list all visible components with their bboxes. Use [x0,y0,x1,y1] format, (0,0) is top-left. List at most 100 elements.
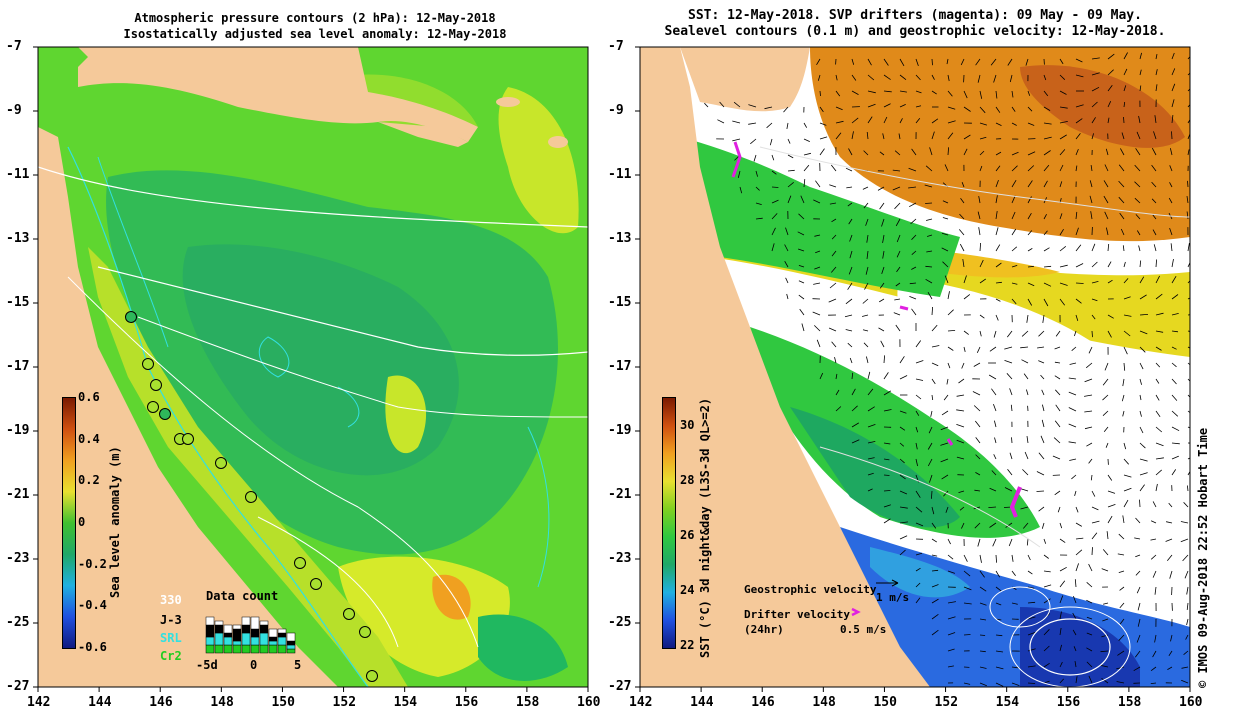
data-count-bar-segment [259,620,269,626]
data-count-bar-segment [250,644,260,654]
right-title: SST: 12-May-2018. SVP drifters (magenta)… [640,8,1190,40]
lon-tick-label: 158 [1117,695,1142,710]
lon-tick-label: 142 [629,695,653,710]
sat-label-330: 330 [160,593,182,607]
geostrophic-velocity-scale: 1 m/s [876,591,910,604]
colorbar-tick-label: 28 [680,473,695,487]
data-count-bar-segment [250,628,260,638]
tide-gauge-marker [359,626,371,638]
velocity-arrow [1187,180,1189,188]
data-count-bar-segment [277,628,287,634]
sst-map[interactable]: Geostrophic velocity 1 m/s Drifter veloc… [640,47,1190,687]
lat-tick-label: -25 [608,615,632,630]
lat-tick-label: -23 [6,551,30,566]
lat-tick-label: -17 [608,359,632,374]
lat-tick-label: -27 [6,679,30,694]
velocity-arrow [883,474,890,476]
lon-tick-label: 146 [149,695,173,710]
colorbar-tick-label: 26 [680,528,695,542]
lat-tick-label: -7 [608,39,624,54]
data-count-bar-segment [286,632,296,642]
data-count-bar-segment [223,636,233,646]
lon-tick-label: 142 [27,695,51,710]
velocity-arrow [1091,330,1093,338]
lon-tick-label: 150 [271,695,295,710]
lon-tick-label: 148 [812,695,836,710]
lat-tick-label: -19 [6,423,30,438]
tide-gauge-marker [294,557,306,569]
velocity-arrow [925,202,933,204]
lat-tick-label: -21 [608,487,632,502]
lon-tick-label: 144 [690,695,714,710]
data-count-bar-segment [268,644,278,654]
data-count-bar-segment [214,620,224,626]
data-count-bar-segment [259,632,269,646]
data-count-bar-segment [277,644,287,654]
data-count-bar-segment [286,648,296,654]
lat-tick-label: -9 [6,103,22,118]
colorbar-tick-label: 22 [680,638,695,652]
colorbar-tick-label: -0.4 [78,598,107,613]
lon-tick-label: 150 [873,695,897,710]
data-count-bar-segment [241,624,251,634]
lat-tick-label: -11 [608,167,632,182]
dc-axis-minus5: -5d [196,658,218,672]
left-title-line1: Atmospheric pressure contours (2 hPa): 1… [134,11,496,25]
lon-tick-label: 144 [88,695,112,710]
tide-gauge-marker [366,670,378,682]
right-title-line1: SST: 12-May-2018. SVP drifters (magenta)… [688,8,1142,23]
tide-gauge-marker [215,457,227,469]
data-count-bar-segment [241,616,251,626]
lon-tick-label: 154 [995,695,1020,710]
colorbar-tick-label: 0 [78,515,86,529]
drifter-velocity-label: Drifter velocity [744,608,850,621]
data-count-bar-segment [214,624,224,634]
data-count-bar-segment [241,632,251,646]
dc-axis-0: 0 [250,658,258,672]
lat-tick-label: -13 [6,231,30,246]
velocity-arrow [931,58,933,66]
data-count-bar-segment [241,644,251,654]
sst-colorbar-label: SST (°C) 3d night&day (L3S-3d QL>=2) [698,397,712,658]
data-count-bar-segment [286,640,296,646]
colorbar-tick-label: 0.6 [78,390,100,404]
velocity-arrow [1075,282,1084,284]
lat-tick-label: -25 [6,615,30,630]
colorbar-tick-label: 0.4 [78,431,100,446]
tide-gauge-marker [150,379,162,391]
drifter-velocity-label-24hr: (24hr) [744,623,784,636]
right-title-line2: Sealevel contours (0.1 m) and geostrophi… [664,24,1166,39]
data-count-bar-segment [268,640,278,646]
velocity-arrow [963,634,971,636]
tide-gauge-marker [343,608,355,620]
data-count-title: Data count [206,589,279,603]
lon-tick-label: 158 [515,695,540,710]
velocity-arrow [1011,437,1013,444]
lat-tick-label: -21 [6,487,30,502]
imos-credit: © IMOS 09-Aug-2018 22:52 Hobart Time [1196,427,1210,688]
lon-tick-label: 152 [332,695,357,710]
velocity-arrow [1027,682,1036,684]
lat-tick-label: -15 [6,295,30,310]
sat-label-srl: SRL [160,631,182,645]
data-count-bar-segment [250,616,260,630]
data-count-bar-segment [205,616,215,626]
data-count-bar-segment [205,624,215,638]
geostrophic-velocity-label: Geostrophic velocity [744,583,877,596]
data-count-bar-segment [205,644,215,654]
sat-label-cr2: Cr2 [160,649,182,663]
sat-label-j3: J-3 [160,613,182,627]
lat-tick-label: -19 [608,423,632,438]
lon-tick-label: 152 [934,695,959,710]
lat-tick-label: -15 [608,295,632,310]
left-title-line2: Isostatically adjusted sea level anomaly… [123,27,507,41]
data-count-bar-segment [232,644,242,654]
data-count-bar-segment [223,624,233,634]
tide-gauge-marker [159,408,171,420]
data-count-bar-segment [277,636,287,646]
lat-tick-label: -13 [608,231,632,246]
dc-axis-5: 5 [294,658,302,672]
colorbar-tick-label: 0.2 [78,473,100,488]
tide-gauge-marker [142,358,154,370]
tide-gauge-marker [245,491,257,503]
